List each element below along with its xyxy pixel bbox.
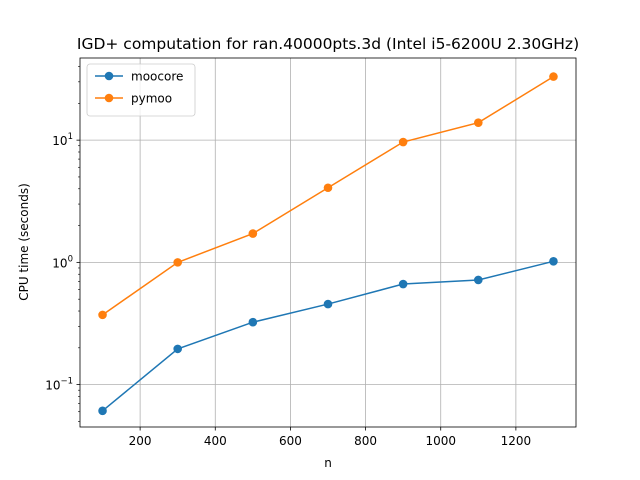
data-point-moocore xyxy=(323,299,333,309)
data-point-pymoo xyxy=(398,137,408,147)
data-point-pymoo xyxy=(98,310,107,320)
data-point-pymoo xyxy=(173,258,182,267)
plot-frame xyxy=(79,57,577,428)
series-layer xyxy=(98,72,558,416)
y-tick-label: 101 xyxy=(52,132,73,148)
x-axis-label: n xyxy=(324,456,332,470)
x-tick-label: 400 xyxy=(204,434,227,448)
series-moocore xyxy=(98,257,558,416)
x-tick-label: 1200 xyxy=(501,434,532,448)
x-tick-label: 1000 xyxy=(425,434,456,448)
legend: moocore pymoo xyxy=(86,63,196,117)
series-pymoo xyxy=(98,72,558,320)
legend-label: moocore xyxy=(131,70,183,84)
legend-box xyxy=(86,63,196,117)
data-point-moocore xyxy=(474,275,483,285)
data-point-pymoo xyxy=(323,183,333,193)
data-point-pymoo xyxy=(248,229,258,238)
legend-marker xyxy=(104,71,114,81)
chart-title: IGD+ computation for ran.40000pts.3d (In… xyxy=(77,35,579,53)
x-tick-label: 600 xyxy=(279,434,302,448)
data-point-moocore xyxy=(248,317,258,327)
x-tick-label: 200 xyxy=(129,434,152,448)
legend-item-moocore: moocore xyxy=(95,70,183,84)
data-point-moocore xyxy=(98,406,107,416)
y-axis-label: CPU time (seconds) xyxy=(17,183,31,301)
legend-item-pymoo: pymoo xyxy=(95,92,172,106)
data-point-moocore xyxy=(549,257,558,266)
x-tick-label: 800 xyxy=(354,434,377,448)
y-tick-label: 10−1 xyxy=(45,377,73,393)
data-point-pymoo xyxy=(549,72,558,81)
grid xyxy=(80,58,576,427)
legend-label: pymoo xyxy=(131,92,172,106)
data-point-moocore xyxy=(173,344,182,354)
legend-marker xyxy=(104,93,114,103)
ticks: 200 400 600 800 1000 1200 10−1 100 101 xyxy=(45,66,532,448)
y-tick-label: 100 xyxy=(52,254,73,270)
data-point-moocore xyxy=(398,279,408,289)
data-point-pymoo xyxy=(474,118,483,127)
